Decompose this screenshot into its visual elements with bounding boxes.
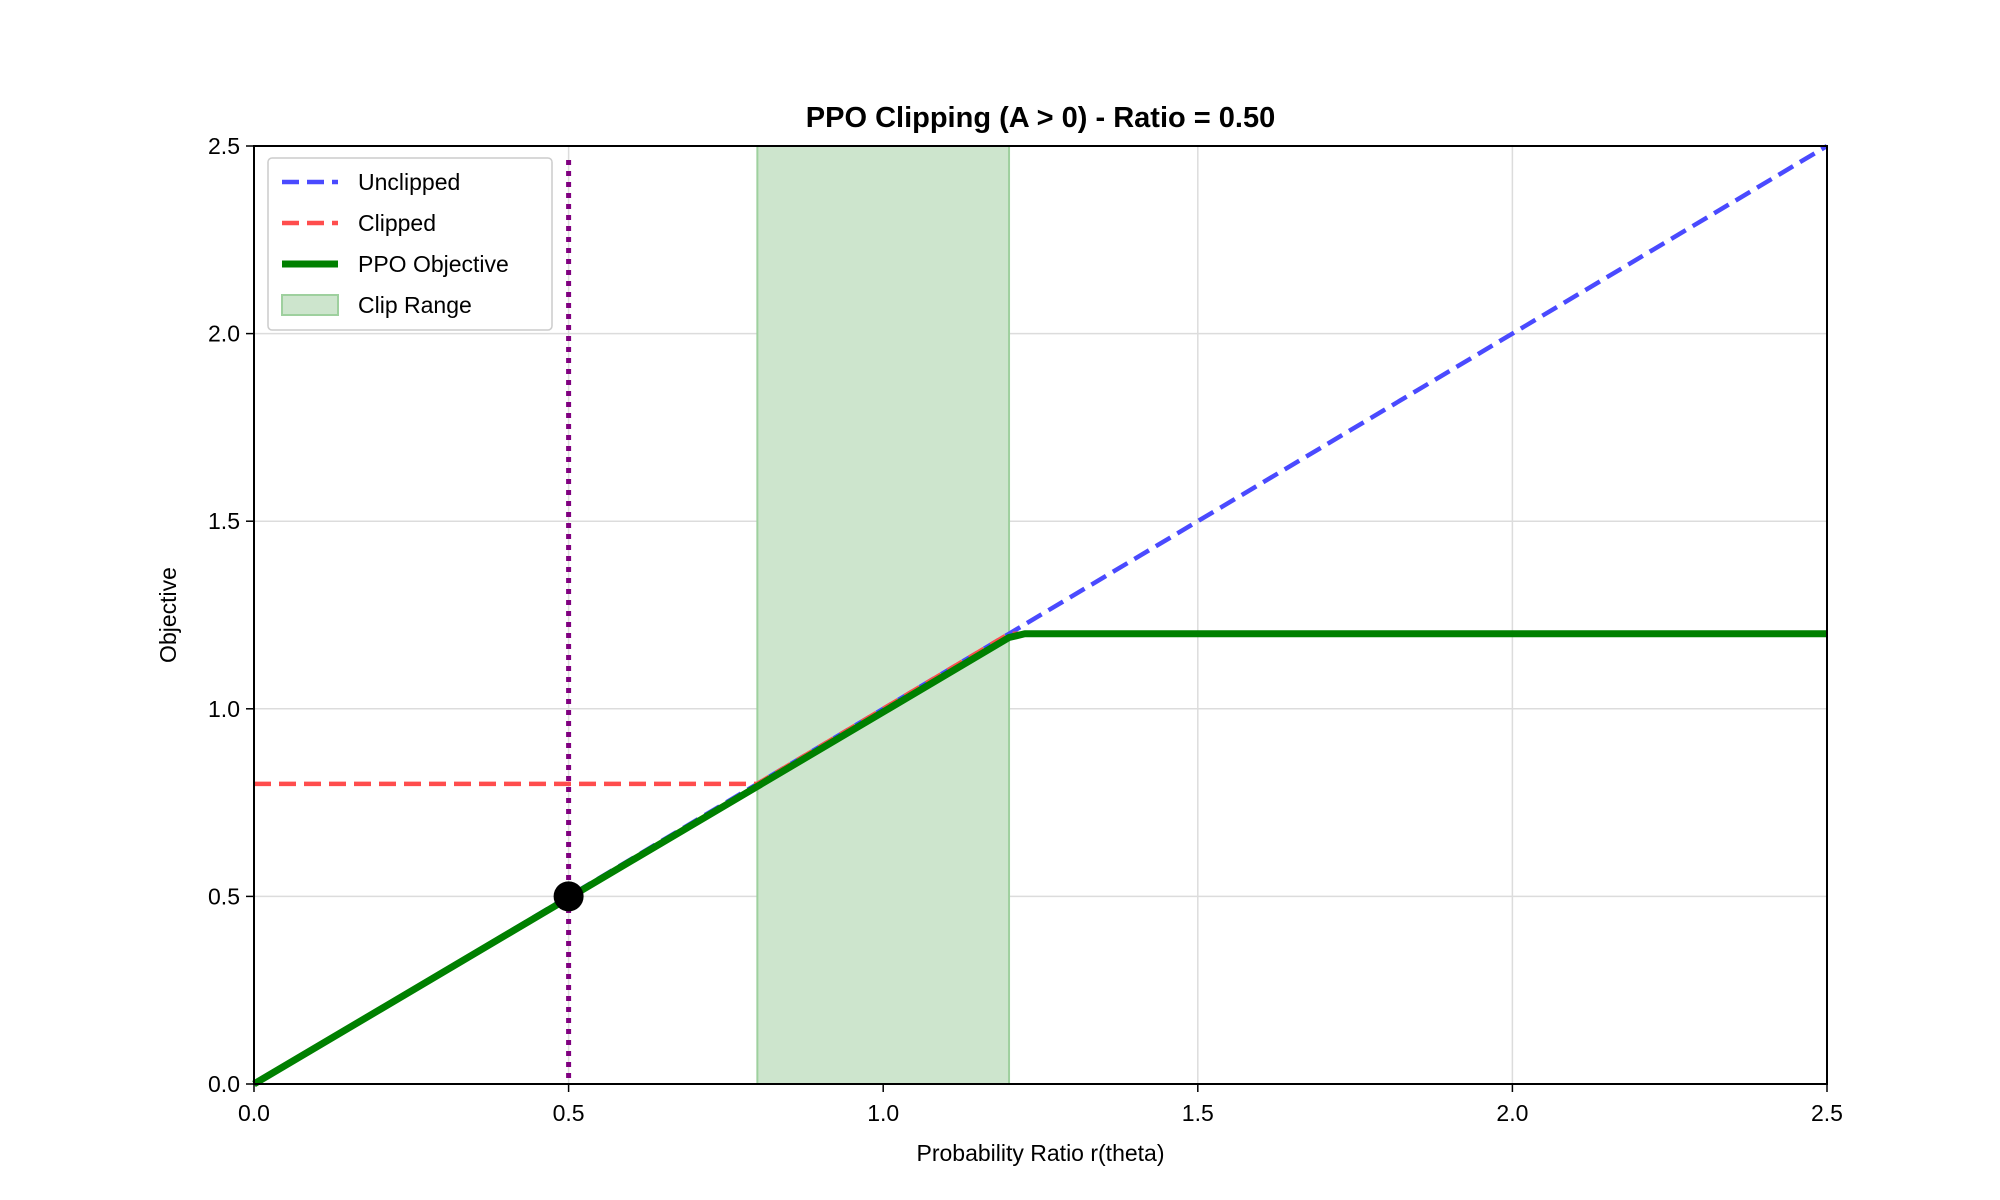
axis-ticks: 0.0 0.5 1.0 1.5 2.0 2.5 0.0 0.5 1.0 1.5 2.0 2.5 — [208, 133, 1843, 1126]
series-line-unclipped — [252, 144, 1829, 1086]
x-tick-label: 0.0 — [238, 1100, 270, 1126]
y-tick-label: 0.0 — [208, 1071, 240, 1097]
clip-range-band — [756, 145, 1011, 1085]
x-tick-label: 1.5 — [1182, 1100, 1214, 1126]
x-tick-label: 2.0 — [1496, 1100, 1528, 1126]
y-tick-label: 2.0 — [208, 321, 240, 347]
legend-label-clip-range: Clip Range — [358, 292, 472, 318]
x-axis-label: Probability Ratio r(theta) — [917, 1140, 1165, 1166]
series-lines — [252, 144, 1829, 1088]
plot-frame — [253, 145, 1828, 1085]
y-tick-label: 2.5 — [208, 133, 240, 159]
legend-label-clipped: Clipped — [358, 210, 436, 236]
legend-label-unclipped: Unclipped — [358, 169, 460, 195]
y-axis-label: Objective — [155, 567, 181, 663]
x-tick-label: 1.0 — [867, 1100, 899, 1126]
legend-swatch-clip-range — [281, 294, 339, 316]
current-point-marker — [553, 881, 584, 912]
legend-label-ppo-objective: PPO Objective — [358, 251, 509, 277]
y-tick-label: 0.5 — [208, 883, 240, 909]
x-tick-label: 0.5 — [553, 1100, 585, 1126]
y-tick-label: 1.5 — [208, 508, 240, 534]
clip-range-region — [756, 145, 1011, 1085]
series-line-ppo-objective — [252, 630, 1827, 1088]
markers — [553, 160, 584, 1084]
y-tick-label: 1.0 — [208, 696, 240, 722]
chart-title: PPO Clipping (A > 0) - Ratio = 0.50 — [806, 102, 1275, 134]
legend: Unclipped Clipped PPO Objective Clip Range — [267, 157, 553, 331]
x-tick-label: 2.5 — [1811, 1100, 1843, 1126]
legend-box — [267, 157, 553, 331]
